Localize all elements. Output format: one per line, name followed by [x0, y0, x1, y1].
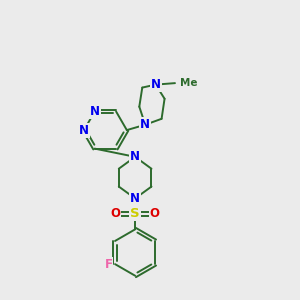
Text: O: O [110, 207, 121, 220]
Text: N: N [151, 78, 160, 91]
Text: N: N [79, 124, 89, 136]
Text: N: N [90, 105, 100, 118]
Text: N: N [130, 192, 140, 205]
Text: S: S [130, 207, 140, 220]
Text: Me: Me [180, 78, 198, 88]
Text: N: N [130, 150, 140, 163]
Text: O: O [150, 207, 160, 220]
Text: F: F [104, 258, 112, 271]
Text: N: N [140, 118, 150, 131]
